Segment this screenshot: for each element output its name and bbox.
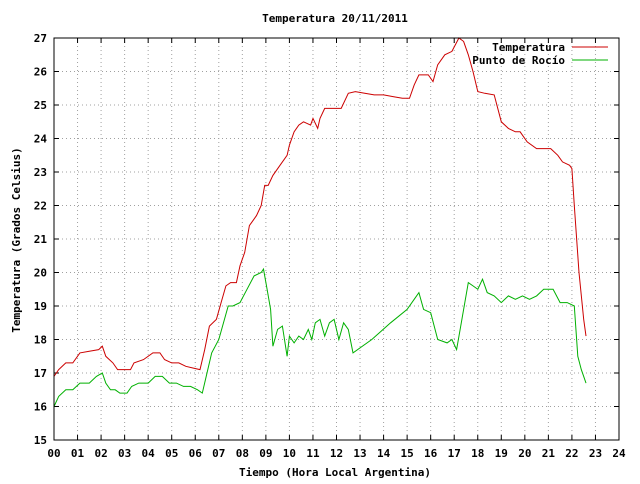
y-tick-label: 20 [34,267,47,280]
y-tick-label: 15 [34,434,47,447]
series-lines [53,37,587,407]
x-tick-label: 05 [165,447,178,460]
x-tick-label: 15 [401,447,414,460]
x-tick-label: 22 [565,447,578,460]
y-tick-label: 22 [34,200,47,213]
x-tick-label: 02 [94,447,107,460]
x-tick-label: 21 [542,447,556,460]
x-tick-label: 00 [47,447,60,460]
plot-frame [53,37,620,441]
grid-lines [54,38,619,440]
x-tick-label: 16 [424,447,438,460]
y-tick-label: 16 [34,401,48,414]
y-tick-label: 17 [34,367,47,380]
y-tick-label: 26 [34,66,48,79]
y-axis-label: Temperatura (Grados Celsius) [10,147,23,332]
axis-ticks: 00 01 02 03 04 05 06 07 08 09 10 11 12 13 14 15 16 17 18 19… [34,32,626,460]
legend-label-0: Temperatura [492,41,565,54]
x-axis-label: Tiempo (Hora Local Argentina) [239,466,431,479]
y-tick-label: 25 [34,99,47,112]
x-tick-label: 01 [71,447,85,460]
legend-label-1: Punto de Rocío [472,54,565,67]
x-tick-label: 08 [236,447,249,460]
x-tick-label: 18 [471,447,484,460]
y-tick-label: 24 [34,133,48,146]
y-tick-label: 19 [34,300,47,313]
chart-title: Temperatura 20/11/2011 [262,12,408,25]
x-tick-label: 12 [330,447,343,460]
y-tick-label: 18 [34,334,47,347]
x-tick-label: 07 [212,447,225,460]
x-tick-label: 24 [612,447,626,460]
x-tick-label: 14 [377,447,391,460]
x-tick-label: 09 [259,447,272,460]
x-tick-label: 11 [306,447,320,460]
series-line-1 [53,267,587,407]
x-tick-label: 03 [118,447,131,460]
x-tick-label: 17 [448,447,461,460]
y-tick-label: 21 [34,233,48,246]
series-line-0 [53,37,587,377]
y-tick-label: 23 [34,166,47,179]
x-tick-label: 10 [283,447,296,460]
x-tick-label: 23 [589,447,602,460]
x-tick-label: 19 [495,447,508,460]
y-tick-label: 27 [34,32,47,45]
x-tick-label: 04 [142,447,156,460]
x-tick-label: 20 [518,447,531,460]
x-tick-label: 13 [353,447,366,460]
x-tick-label: 06 [189,447,203,460]
